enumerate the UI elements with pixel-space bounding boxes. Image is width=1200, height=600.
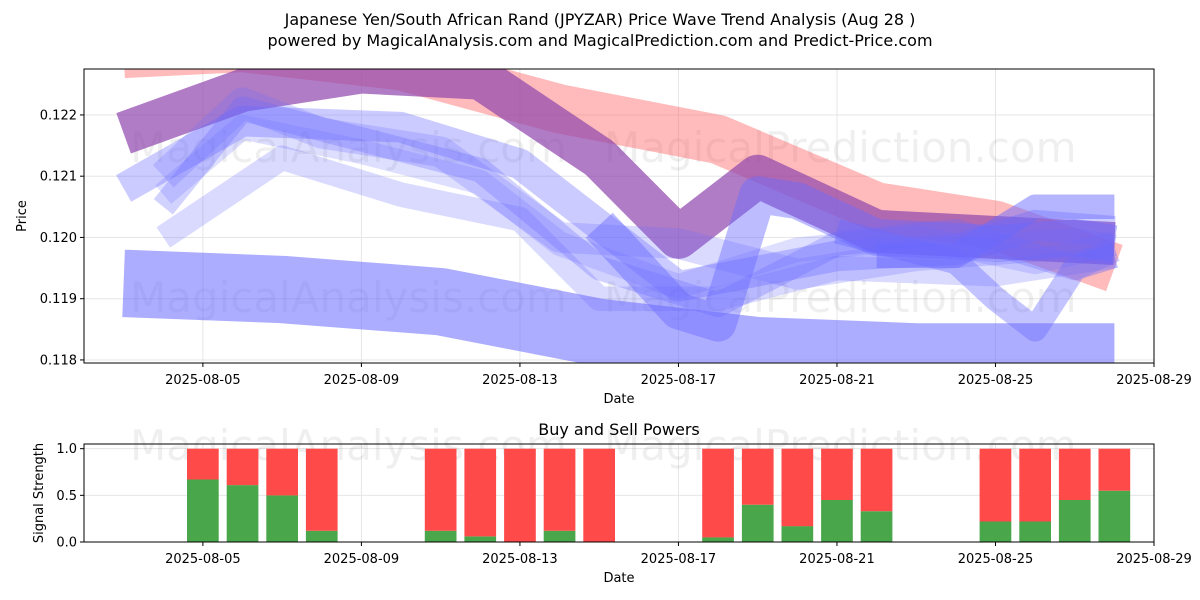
signal-y-tick-label: 0.0 bbox=[56, 536, 77, 551]
price-wave-band-blue bbox=[876, 194, 1115, 269]
sell-power-bar bbox=[464, 448, 497, 537]
buy-power-bar bbox=[266, 495, 298, 542]
sell-power-bar bbox=[979, 448, 1012, 522]
buy-power-bar bbox=[226, 485, 259, 542]
signal-x-axis-label: Date bbox=[603, 571, 634, 586]
sell-power-bar bbox=[1019, 448, 1051, 522]
sell-power-bar bbox=[741, 448, 774, 505]
sell-power-bar bbox=[305, 448, 338, 531]
signal-y-tick-label: 0.5 bbox=[56, 489, 77, 504]
price-y-axis-label: Price bbox=[15, 200, 30, 232]
price-y-tick-label: 0.118 bbox=[40, 353, 77, 368]
buy-power-bar bbox=[1098, 490, 1131, 542]
buy-power-bar bbox=[781, 526, 814, 542]
buy-power-bar bbox=[1058, 500, 1091, 542]
sell-power-bar bbox=[226, 448, 259, 486]
price-x-tick-label: 2025-08-29 bbox=[1116, 373, 1192, 388]
sell-power-bar bbox=[781, 448, 814, 527]
buy-power-bar bbox=[979, 521, 1012, 542]
price-x-tick-label: 2025-08-13 bbox=[482, 373, 558, 388]
price-x-tick-label: 2025-08-05 bbox=[165, 373, 241, 388]
price-x-tick-label: 2025-08-25 bbox=[958, 373, 1034, 388]
signal-x-tick-label: 2025-08-21 bbox=[799, 552, 875, 567]
signal-plot-frame bbox=[83, 443, 1155, 543]
price-plot-frame bbox=[83, 68, 1155, 364]
price-x-tick-label: 2025-08-09 bbox=[324, 373, 400, 388]
signal-y-axis-label: Signal Strength bbox=[32, 443, 47, 543]
price-wave-band-blue bbox=[152, 87, 1117, 290]
buy-power-bar bbox=[1019, 521, 1051, 542]
signal-y-tick-label: 1.0 bbox=[56, 442, 77, 457]
price-y-tick-label: 0.120 bbox=[40, 231, 77, 246]
price-x-tick-label: 2025-08-21 bbox=[799, 373, 875, 388]
buy-power-bar bbox=[187, 479, 219, 542]
sell-power-bar bbox=[702, 448, 734, 538]
signal-x-tick-label: 2025-08-09 bbox=[324, 552, 400, 567]
price-wave-band-blue bbox=[156, 145, 1117, 311]
sell-power-bar bbox=[860, 448, 893, 512]
signal-x-tick-label: 2025-08-17 bbox=[641, 552, 717, 567]
sell-power-bar bbox=[424, 448, 457, 531]
signal-x-tick-label: 2025-08-05 bbox=[165, 552, 241, 567]
sell-power-bar bbox=[187, 448, 219, 480]
price-y-tick-label: 0.121 bbox=[40, 170, 77, 185]
price-wave-band-blue bbox=[122, 249, 1115, 363]
watermark-text: MagicalAnalysis.com bbox=[130, 123, 567, 172]
buy-power-bar bbox=[305, 530, 338, 542]
buy-power-bar bbox=[464, 536, 497, 542]
price-x-axis-label: Date bbox=[603, 392, 634, 407]
buy-power-bar bbox=[821, 500, 853, 542]
chart-title-line2: powered by MagicalAnalysis.com and Magic… bbox=[267, 31, 933, 50]
sell-power-bar bbox=[266, 448, 298, 496]
signal-x-tick-label: 2025-08-29 bbox=[1116, 552, 1192, 567]
price-wave-band-blue bbox=[153, 96, 1120, 318]
price-wave-band-blue bbox=[585, 176, 1118, 342]
sell-power-bar bbox=[543, 448, 576, 531]
signal-panel-title: Buy and Sell Powers bbox=[538, 420, 700, 439]
buy-power-bar bbox=[543, 530, 576, 542]
sell-power-bar bbox=[821, 448, 853, 500]
chart-title-line1: Japanese Yen/South African Rand (JPYZAR)… bbox=[284, 10, 916, 29]
sell-power-bar bbox=[1098, 448, 1131, 491]
watermark-text: MagicalPrediction.com bbox=[604, 123, 1077, 172]
price-x-tick-label: 2025-08-17 bbox=[641, 373, 717, 388]
signal-x-tick-label: 2025-08-13 bbox=[482, 552, 558, 567]
price-y-tick-label: 0.119 bbox=[40, 292, 77, 307]
sell-power-bar bbox=[1058, 448, 1091, 500]
sell-power-bar bbox=[504, 448, 536, 542]
price-wave-band-purple bbox=[116, 69, 1116, 266]
buy-power-bar bbox=[702, 537, 734, 542]
sell-power-bar bbox=[583, 448, 615, 542]
price-y-tick-label: 0.122 bbox=[40, 108, 77, 123]
buy-power-bar bbox=[424, 530, 457, 542]
buy-power-bar bbox=[741, 504, 774, 542]
buy-power-bar bbox=[860, 511, 893, 542]
signal-x-tick-label: 2025-08-25 bbox=[958, 552, 1034, 567]
